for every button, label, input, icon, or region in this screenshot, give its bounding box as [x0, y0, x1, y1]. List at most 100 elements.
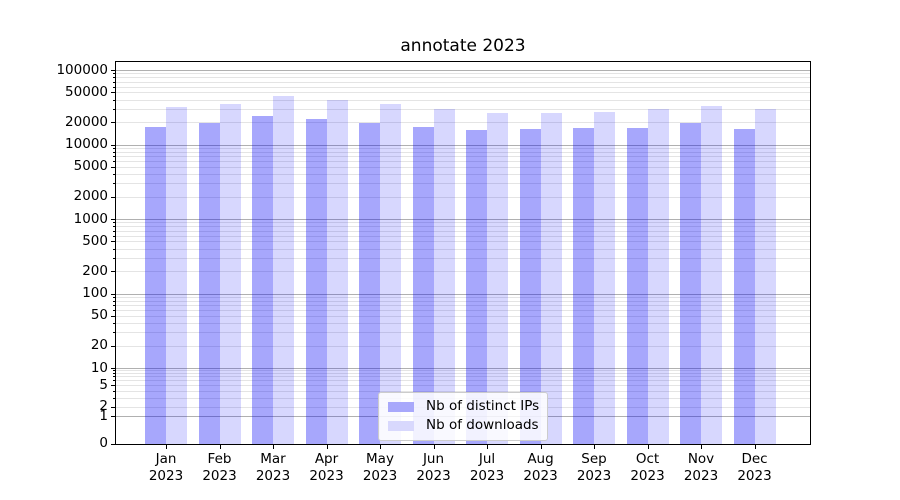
minor-gridline [116, 372, 810, 374]
x-tick-mark [594, 445, 595, 449]
y-minor-tick-mark [113, 391, 115, 392]
y-minor-tick-mark [113, 174, 115, 176]
minor-gridline [116, 196, 810, 198]
y-minor-tick-mark [113, 230, 115, 232]
y-tick-mark [111, 166, 115, 168]
x-tick-mark [380, 445, 381, 449]
bar-distinct-ips-oct [626, 127, 648, 444]
minor-gridline [116, 241, 810, 243]
x-tick-mark [166, 445, 167, 449]
major-gridline [116, 443, 810, 444]
minor-gridline [116, 310, 810, 312]
x-tick-mark [273, 445, 274, 449]
minor-gridline [116, 370, 810, 371]
y-tick-mark [111, 315, 115, 317]
y-minor-tick-mark [113, 375, 115, 377]
legend-label: Nb of downloads [426, 417, 539, 433]
x-tick-mark [540, 445, 542, 449]
y-tick-mark [111, 219, 115, 220]
y-minor-tick-mark [113, 161, 115, 163]
minor-gridline [116, 122, 810, 124]
minor-gridline [116, 222, 810, 224]
y-tick-mark [111, 345, 115, 347]
bar-downloads-jan [166, 106, 187, 444]
minor-gridline [116, 86, 810, 88]
minor-gridline [116, 315, 810, 317]
x-tick-label-dec: Dec 2023 [737, 451, 772, 484]
x-tick-mark [701, 445, 702, 449]
y-minor-tick-mark [113, 108, 115, 110]
bar-distinct-ips-aug [519, 129, 541, 444]
x-tick-mark [647, 445, 649, 449]
legend-swatch-downloads [388, 420, 414, 431]
y-tick-mark [111, 92, 115, 94]
y-tick-label: 2 [99, 398, 108, 414]
y-tick-mark [111, 406, 115, 408]
y-tick-mark [111, 293, 115, 295]
minor-gridline [116, 108, 810, 110]
y-minor-tick-mark [113, 248, 115, 250]
y-tick-mark [111, 196, 115, 198]
x-tick-label-mar: Mar 2023 [255, 451, 291, 484]
y-tick-label: 1000 [73, 210, 108, 227]
major-gridline [116, 219, 810, 220]
bar-downloads-mar [273, 95, 294, 444]
y-minor-tick-mark [113, 379, 115, 381]
major-gridline [116, 144, 810, 146]
minor-gridline [116, 257, 810, 259]
x-tick-label-aug: Aug 2023 [523, 451, 558, 484]
y-tick-label: 50000 [65, 83, 108, 100]
y-minor-tick-mark [113, 77, 115, 79]
x-tick-label-oct: Oct 2023 [630, 451, 665, 484]
bar-distinct-ips-jun [412, 127, 434, 444]
y-tick-label: 0 [99, 435, 108, 451]
bar-distinct-ips-dec [733, 129, 755, 444]
minor-gridline [116, 305, 810, 307]
y-tick-label: 10 [90, 359, 108, 376]
y-minor-tick-mark [113, 296, 115, 298]
y-tick-label: 5 [99, 376, 108, 393]
y-tick-mark [111, 368, 115, 369]
x-tick-label-jan: Jan 2023 [148, 451, 184, 484]
y-minor-tick-mark [113, 81, 115, 83]
legend-swatch-distinct-ips [388, 401, 414, 412]
bar-downloads-dec [754, 109, 776, 444]
x-tick-label-may: May 2023 [362, 451, 398, 484]
x-tick-label-apr: Apr 2023 [309, 451, 344, 484]
y-tick-mark [111, 385, 115, 386]
minor-gridline [116, 151, 810, 153]
minor-gridline [116, 385, 810, 386]
minor-gridline [116, 77, 810, 79]
y-minor-tick-mark [113, 332, 115, 334]
minor-gridline [116, 248, 810, 250]
y-minor-tick-mark [113, 257, 115, 259]
y-minor-tick-mark [113, 372, 115, 374]
x-tick-mark [219, 445, 221, 449]
y-tick-label: 20 [90, 337, 108, 354]
y-tick-label: 200 [82, 262, 108, 279]
minor-gridline [116, 81, 810, 83]
minor-gridline [116, 161, 810, 163]
minor-gridline [116, 235, 810, 237]
minor-gridline [116, 271, 810, 273]
y-tick-label: 5000 [73, 158, 108, 175]
y-minor-tick-mark [113, 370, 115, 371]
bar-distinct-ips-nov [680, 123, 701, 444]
bar-distinct-ips-feb [198, 123, 220, 444]
y-minor-tick-mark [113, 183, 115, 185]
x-tick-mark [754, 445, 756, 449]
y-minor-tick-mark [113, 156, 115, 158]
y-tick-mark [111, 416, 115, 417]
bar-downloads-nov [701, 106, 722, 444]
minor-gridline [116, 230, 810, 232]
y-tick-label: 50 [90, 307, 108, 324]
legend-label: Nb of distinct IPs [426, 398, 540, 414]
bar-distinct-ips-sep [573, 127, 594, 444]
y-tick-mark [111, 70, 115, 71]
x-tick-label-sep: Sep 2023 [576, 451, 612, 484]
x-tick-mark [326, 445, 328, 449]
y-minor-tick-mark [113, 151, 115, 153]
y-tick-mark [111, 271, 115, 273]
bar-distinct-ips-apr [305, 119, 327, 444]
